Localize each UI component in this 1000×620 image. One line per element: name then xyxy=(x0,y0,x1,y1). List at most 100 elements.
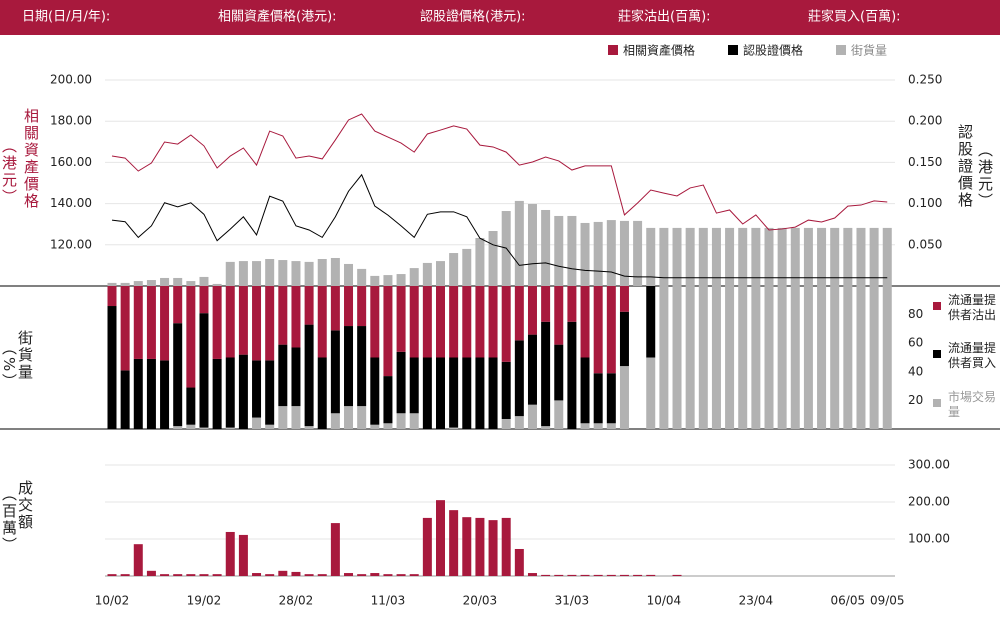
bar xyxy=(698,227,708,286)
bar xyxy=(186,281,196,286)
bar xyxy=(330,286,340,331)
bar xyxy=(449,510,459,576)
bar xyxy=(383,423,393,429)
bar xyxy=(199,574,209,576)
bar xyxy=(330,523,340,576)
bar xyxy=(567,286,577,322)
bar xyxy=(527,334,537,405)
bar xyxy=(383,286,393,377)
bar xyxy=(436,261,445,286)
bar xyxy=(843,227,853,286)
legend-swatch xyxy=(728,45,738,55)
bar xyxy=(685,286,695,429)
bar xyxy=(422,286,432,358)
bar xyxy=(803,286,813,429)
bar xyxy=(830,227,840,286)
bar xyxy=(501,286,511,362)
line xyxy=(111,173,888,279)
bar xyxy=(225,286,235,358)
bar xyxy=(317,574,327,576)
bar xyxy=(396,574,406,576)
bar xyxy=(265,286,275,361)
y-axis-unit: （百萬） xyxy=(0,486,18,554)
bar xyxy=(120,282,130,286)
y-tick-label: 200.00 xyxy=(908,495,950,509)
bar xyxy=(527,573,537,576)
bar xyxy=(449,286,459,358)
bar xyxy=(370,424,380,429)
bar xyxy=(422,357,432,429)
bar xyxy=(527,286,537,335)
bar xyxy=(619,574,629,576)
bar xyxy=(317,357,327,429)
bar xyxy=(593,286,603,374)
line xyxy=(111,113,888,231)
y-tick-label: 200.00 xyxy=(50,73,92,87)
bar xyxy=(265,259,275,286)
bar xyxy=(186,286,196,388)
bar xyxy=(541,426,551,429)
bar xyxy=(238,261,248,286)
bar xyxy=(120,286,130,371)
bar xyxy=(606,574,616,576)
y-axis-label: 成交額 xyxy=(16,480,34,531)
bar xyxy=(146,286,156,359)
y-tick-label: 180.00 xyxy=(50,114,92,128)
bar xyxy=(383,275,393,286)
bar xyxy=(501,418,511,429)
bar xyxy=(409,357,419,414)
bar xyxy=(541,209,551,286)
bar xyxy=(304,324,314,427)
y-tick-label: 40 xyxy=(908,364,923,378)
bar xyxy=(567,321,577,429)
bar xyxy=(856,286,866,429)
bar xyxy=(593,373,603,424)
bar xyxy=(238,354,248,429)
legend-swatch xyxy=(933,399,941,407)
x-tick-label: 11/03 xyxy=(371,594,406,608)
bar xyxy=(252,417,262,429)
bar xyxy=(146,358,156,429)
bar xyxy=(344,263,354,286)
y-axis-label: 街貨量 xyxy=(16,330,34,381)
bar xyxy=(370,573,380,576)
bar xyxy=(304,286,314,325)
bar xyxy=(291,286,301,348)
bar xyxy=(580,357,590,424)
bar xyxy=(541,286,551,322)
bar xyxy=(212,358,222,429)
legend-swatch xyxy=(836,45,846,55)
bar xyxy=(738,227,748,286)
bar xyxy=(436,500,445,576)
bar xyxy=(725,227,735,286)
bar xyxy=(725,286,735,429)
bar xyxy=(514,286,524,341)
y-tick-label: 120.00 xyxy=(50,237,92,251)
bar xyxy=(160,286,170,361)
legend-swatch xyxy=(933,350,941,358)
bar xyxy=(409,268,419,286)
bar xyxy=(488,520,498,576)
bar xyxy=(252,360,262,418)
bar xyxy=(856,227,866,286)
bar xyxy=(554,286,564,345)
bar xyxy=(488,286,498,358)
bar xyxy=(606,423,616,429)
bar xyxy=(409,286,419,358)
y2-axis-unit: （港元） xyxy=(976,142,994,210)
bar xyxy=(317,259,327,286)
bar xyxy=(357,268,367,286)
bar xyxy=(606,286,616,374)
bar xyxy=(711,227,721,286)
bar xyxy=(869,286,879,429)
bar xyxy=(830,286,840,429)
bar xyxy=(212,283,222,286)
bar xyxy=(396,274,406,286)
legend-label: 認股證價格 xyxy=(743,43,803,58)
bar xyxy=(344,406,354,429)
bar xyxy=(462,286,472,358)
x-tick-label: 31/03 xyxy=(555,594,590,608)
bar xyxy=(606,373,616,424)
bar xyxy=(751,286,761,429)
bar xyxy=(843,286,853,429)
